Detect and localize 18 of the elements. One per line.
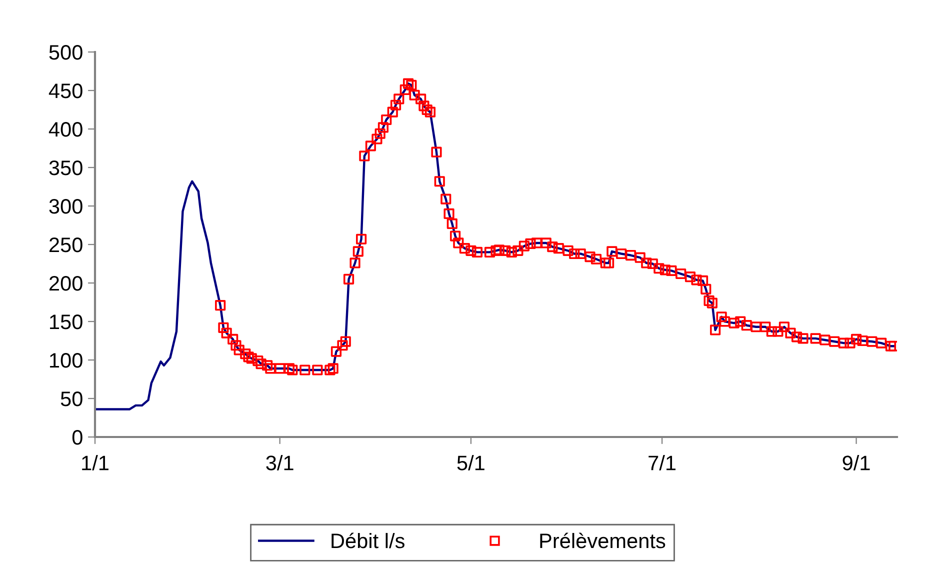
y-tick-label: 400: [48, 122, 82, 137]
y-tick-label: 500: [49, 45, 82, 60]
y-tick-label: 200: [49, 276, 82, 291]
x-tick-label: 3/1: [266, 455, 294, 470]
y-tick-label: 350: [49, 160, 82, 176]
y-tick-label: 50: [60, 392, 82, 406]
y-tick-label: 250: [49, 238, 82, 252]
x-tick-label: 1/1: [82, 455, 108, 470]
y-tick-label: 100: [50, 353, 82, 368]
y-tick-label: 450: [48, 84, 82, 98]
y-tick-label: 150: [50, 314, 82, 330]
x-tick-label: 7/1: [648, 455, 676, 470]
legend-label: Débit l/s: [332, 532, 404, 548]
x-tick-label: 5/1: [457, 455, 484, 470]
y-tick-label: 300: [49, 199, 82, 214]
y-tick-label: 0: [72, 430, 82, 445]
legend-label: Prélèvements: [540, 532, 666, 548]
x-tick-label: 9/1: [842, 455, 870, 470]
